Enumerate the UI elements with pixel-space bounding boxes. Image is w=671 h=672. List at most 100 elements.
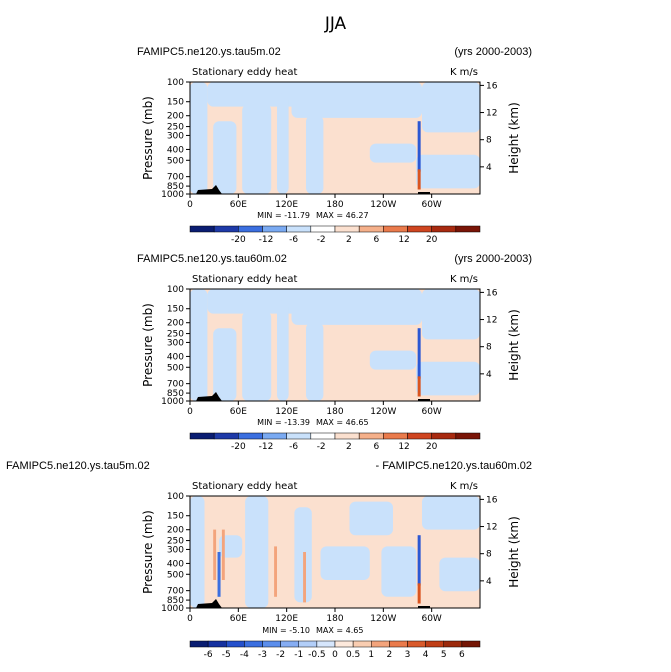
dipole-positive	[417, 583, 421, 604]
contour-region-negative	[245, 496, 269, 608]
y-axis-label: Pressure (mb)	[141, 510, 155, 594]
colorbar-swatch	[431, 225, 457, 233]
terrain	[196, 599, 222, 608]
max-value: MAX = 46.27	[316, 211, 369, 220]
dipole-positive	[417, 376, 421, 397]
colorbar-swatch	[213, 432, 239, 440]
dipole-negative	[417, 121, 421, 172]
colorbar-swatch	[213, 225, 239, 233]
colorbar-swatch	[189, 225, 215, 233]
colorbar-label: -12	[259, 442, 274, 452]
contour-region-negative	[213, 121, 237, 194]
dipole-negative	[417, 535, 421, 586]
contour-region-negative	[277, 300, 289, 401]
contour-region-negative	[422, 82, 480, 133]
contour-region-negative	[306, 115, 324, 194]
colorbar-swatch	[334, 225, 360, 233]
colorbar-swatch	[334, 640, 354, 648]
panel-title-right: (yrs 2000-2003)	[454, 253, 532, 265]
y-tick-label: 1000	[161, 604, 184, 614]
x-tick-label: 0	[187, 407, 193, 417]
colorbar-label: -6	[289, 442, 298, 452]
y2-tick-label: 8	[486, 550, 492, 560]
min-value: MIN = -13.39	[257, 418, 310, 427]
dipole-positive	[417, 169, 421, 190]
colorbar-swatch	[425, 640, 444, 648]
max-value: MAX = 46.65	[316, 418, 369, 427]
colorbar-swatch	[455, 432, 481, 440]
contour-region-negative	[439, 557, 480, 592]
contour-region-negative	[190, 82, 208, 194]
colorbar-swatch	[334, 432, 360, 440]
colorbar-label: -20	[231, 235, 246, 245]
colorbar-label: -3	[258, 650, 267, 660]
y2-tick-label: 16	[486, 288, 498, 298]
panel-title-right: - FAMIPC5.ne120.ys.tau60m.02	[375, 460, 532, 472]
colorbar-swatch	[358, 432, 384, 440]
contour-region-negative	[381, 546, 417, 597]
dipole-negative	[417, 328, 421, 379]
contour-region-positive	[213, 529, 217, 580]
x-tick-label: 60E	[230, 614, 247, 624]
terrain	[196, 392, 222, 401]
colorbar-swatch	[310, 432, 336, 440]
colorbar-swatch	[207, 640, 227, 648]
y2-axis-label: Height (km)	[507, 309, 521, 380]
contour-region-negative	[422, 289, 480, 340]
x-tick-label: 180	[326, 614, 343, 624]
x-tick-label: 120W	[370, 614, 396, 624]
y-tick-label: 200	[167, 112, 184, 122]
colorbar-label: -12	[259, 235, 274, 245]
x-tick-label: 0	[187, 614, 193, 624]
y-tick-label: 100	[167, 492, 184, 502]
colorbar-label: -2	[276, 650, 285, 660]
colorbar-label: -0.5	[308, 650, 326, 660]
colorbar-label: 20	[426, 442, 438, 452]
colorbar-swatch	[310, 225, 336, 233]
contour-region-positive	[274, 546, 277, 597]
y-axis-label: Pressure (mb)	[141, 303, 155, 387]
colorbar-label: 2	[346, 235, 352, 245]
x-tick-label: 120W	[370, 200, 396, 210]
y-tick-label: 250	[167, 330, 184, 340]
min-value: MIN = -5.10	[262, 626, 310, 635]
y-axis-label: Pressure (mb)	[141, 96, 155, 180]
y-tick-label: 100	[167, 78, 184, 88]
colorbar-label: 5	[441, 650, 447, 660]
y-tick-label: 400	[167, 145, 184, 155]
colorbar-label: 6	[374, 442, 380, 452]
x-tick-label: 120E	[275, 614, 298, 624]
contour-region-negative	[190, 496, 205, 608]
y-tick-label: 500	[167, 363, 184, 373]
y2-tick-label: 16	[486, 495, 498, 505]
colorbar-swatch	[352, 640, 372, 648]
contour-region-negative	[291, 289, 422, 325]
colorbar-swatch	[238, 225, 263, 233]
y-tick-label: 400	[167, 352, 184, 362]
contour-region-negative	[422, 496, 480, 530]
figure-title: JJA	[324, 14, 347, 34]
colorbar-swatch	[262, 225, 287, 233]
colorbar-swatch	[244, 640, 263, 648]
colorbar-label: 12	[398, 442, 409, 452]
colorbar-label: 2	[346, 442, 352, 452]
colorbar-swatch	[189, 432, 215, 440]
y-tick-label: 300	[167, 338, 184, 348]
y-tick-label: 700	[167, 587, 184, 597]
panel-units: K m/s	[450, 67, 478, 78]
y2-tick-label: 12	[486, 523, 497, 533]
y-tick-label: 700	[167, 173, 184, 183]
y2-tick-label: 12	[486, 316, 497, 326]
contour-region-negative	[242, 311, 272, 401]
panel-units: K m/s	[450, 481, 478, 492]
y2-tick-label: 4	[486, 163, 492, 173]
y2-tick-label: 12	[486, 109, 497, 119]
y-tick-label: 150	[167, 98, 184, 108]
contour-region-negative	[369, 143, 417, 163]
colorbar-swatch	[389, 640, 408, 648]
colorbar-swatch	[407, 225, 432, 233]
colorbar-label: 4	[423, 650, 429, 660]
x-tick-label: 0	[187, 200, 193, 210]
y2-tick-label: 8	[486, 343, 492, 353]
